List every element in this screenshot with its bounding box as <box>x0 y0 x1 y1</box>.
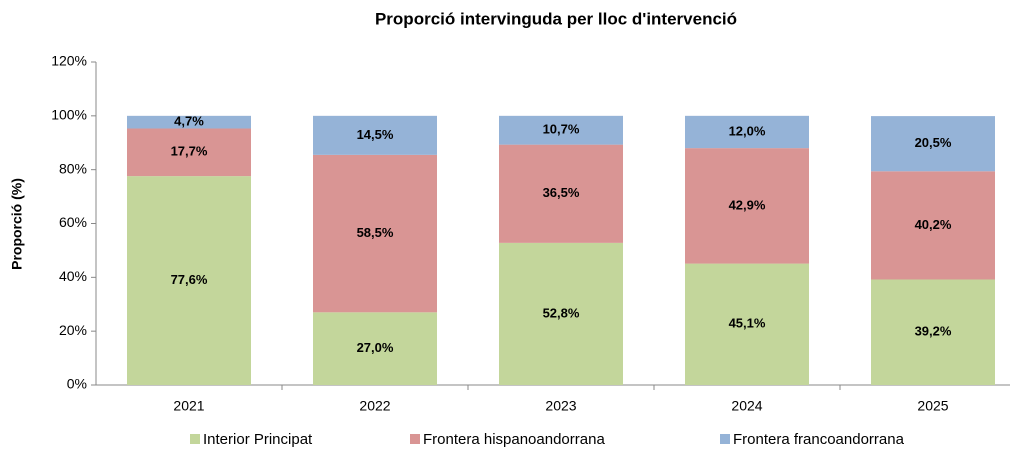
y-tick-label: 40% <box>59 268 87 284</box>
value-label: 36,5% <box>543 185 580 200</box>
value-label: 20,5% <box>915 135 952 150</box>
bar-segment <box>127 115 251 129</box>
bar-segment <box>871 279 995 385</box>
bar-segment <box>127 176 251 385</box>
value-label: 12,0% <box>729 123 766 138</box>
value-label: 40,2% <box>915 217 952 232</box>
bar-segment <box>499 242 623 385</box>
y-tick-label: 60% <box>59 214 87 230</box>
value-label: 10,7% <box>543 122 580 137</box>
legend-swatch <box>190 434 200 444</box>
value-label: 39,2% <box>915 324 952 339</box>
y-tick-label: 120% <box>51 53 87 69</box>
value-label: 14,5% <box>357 127 394 142</box>
value-label: 52,8% <box>543 305 580 320</box>
y-axis-title: Proporció (%) <box>9 178 25 270</box>
y-tick-label: 0% <box>67 376 87 392</box>
y-tick-label: 100% <box>51 107 87 123</box>
value-label: 17,7% <box>171 144 208 159</box>
x-tick-label: 2025 <box>917 398 948 414</box>
value-label: 77,6% <box>171 272 208 287</box>
legend-label: Interior Principat <box>203 431 313 448</box>
bar-segment <box>685 263 809 385</box>
x-tick-label: 2021 <box>173 398 204 414</box>
bar-segment <box>499 115 623 145</box>
y-tick-label: 80% <box>59 160 87 176</box>
legend-label: Frontera francoandorrana <box>733 431 905 448</box>
y-tick-label: 20% <box>59 322 87 338</box>
bar-segment <box>313 115 437 155</box>
x-tick-label: 2024 <box>731 398 762 414</box>
bar-segment <box>871 116 995 172</box>
bar-segment <box>499 144 623 243</box>
x-tick-label: 2023 <box>545 398 576 414</box>
value-label: 42,9% <box>729 197 766 212</box>
legend-swatch <box>720 434 730 444</box>
value-label: 27,0% <box>357 340 394 355</box>
bar-segment <box>871 171 995 280</box>
value-label: 4,7% <box>174 114 204 129</box>
bar-segment <box>685 148 809 264</box>
value-label: 45,1% <box>729 316 766 331</box>
value-label: 58,5% <box>357 225 394 240</box>
bar-segment <box>127 128 251 177</box>
chart-title: Proporció intervinguda per lloc d'interv… <box>375 9 737 28</box>
bar-segment <box>313 154 437 313</box>
bar-segment <box>313 312 437 385</box>
x-tick-label: 2022 <box>359 398 390 414</box>
legend-swatch <box>410 434 420 444</box>
bar-segment <box>685 115 809 149</box>
legend-label: Frontera hispanoandorrana <box>423 431 605 448</box>
